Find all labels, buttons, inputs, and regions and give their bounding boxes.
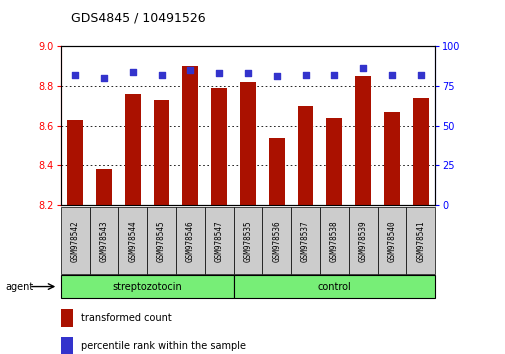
- Text: GSM978545: GSM978545: [157, 220, 166, 262]
- Text: GSM978543: GSM978543: [99, 220, 108, 262]
- Bar: [290, 207, 319, 274]
- Text: control: control: [317, 281, 350, 292]
- Bar: [205, 207, 233, 274]
- Bar: [326, 118, 341, 205]
- Bar: [61, 309, 73, 327]
- Text: transformed count: transformed count: [80, 313, 171, 323]
- Text: agent: agent: [5, 281, 33, 292]
- Point: [71, 72, 79, 78]
- Point: [157, 72, 165, 78]
- Point: [128, 69, 136, 74]
- Text: GSM978538: GSM978538: [329, 220, 338, 262]
- Bar: [268, 138, 284, 205]
- Bar: [61, 275, 233, 298]
- Point: [301, 72, 309, 78]
- Text: GSM978542: GSM978542: [71, 220, 79, 262]
- Bar: [239, 82, 256, 205]
- Text: GSM978537: GSM978537: [300, 220, 310, 262]
- Point: [215, 70, 223, 76]
- Bar: [233, 275, 434, 298]
- Bar: [262, 207, 290, 274]
- Bar: [61, 207, 89, 274]
- Text: GSM978544: GSM978544: [128, 220, 137, 262]
- Bar: [233, 207, 262, 274]
- Text: streptozotocin: streptozotocin: [112, 281, 182, 292]
- Text: GSM978541: GSM978541: [416, 220, 424, 262]
- Text: GSM978546: GSM978546: [185, 220, 194, 262]
- Bar: [355, 76, 370, 205]
- Point: [330, 72, 338, 78]
- Bar: [211, 88, 227, 205]
- Point: [186, 67, 194, 73]
- Point: [272, 73, 280, 79]
- Text: GSM978539: GSM978539: [358, 220, 367, 262]
- Bar: [125, 94, 140, 205]
- Point: [359, 65, 367, 71]
- Bar: [348, 207, 377, 274]
- Bar: [154, 100, 169, 205]
- Point: [99, 75, 108, 81]
- Bar: [383, 112, 399, 205]
- Text: GSM978536: GSM978536: [272, 220, 281, 262]
- Point: [416, 72, 424, 78]
- Text: GSM978540: GSM978540: [387, 220, 396, 262]
- Text: GSM978535: GSM978535: [243, 220, 252, 262]
- Bar: [118, 207, 147, 274]
- Bar: [147, 207, 176, 274]
- Bar: [96, 170, 112, 205]
- Bar: [406, 207, 434, 274]
- Bar: [297, 106, 313, 205]
- Bar: [182, 66, 198, 205]
- Bar: [377, 207, 406, 274]
- Text: GSM978547: GSM978547: [214, 220, 223, 262]
- Bar: [319, 207, 348, 274]
- Text: percentile rank within the sample: percentile rank within the sample: [80, 341, 245, 352]
- Bar: [61, 337, 73, 354]
- Bar: [176, 207, 205, 274]
- Bar: [412, 98, 428, 205]
- Bar: [67, 120, 83, 205]
- Text: GDS4845 / 10491526: GDS4845 / 10491526: [71, 12, 205, 25]
- Point: [387, 72, 395, 78]
- Point: [243, 70, 251, 76]
- Bar: [89, 207, 118, 274]
